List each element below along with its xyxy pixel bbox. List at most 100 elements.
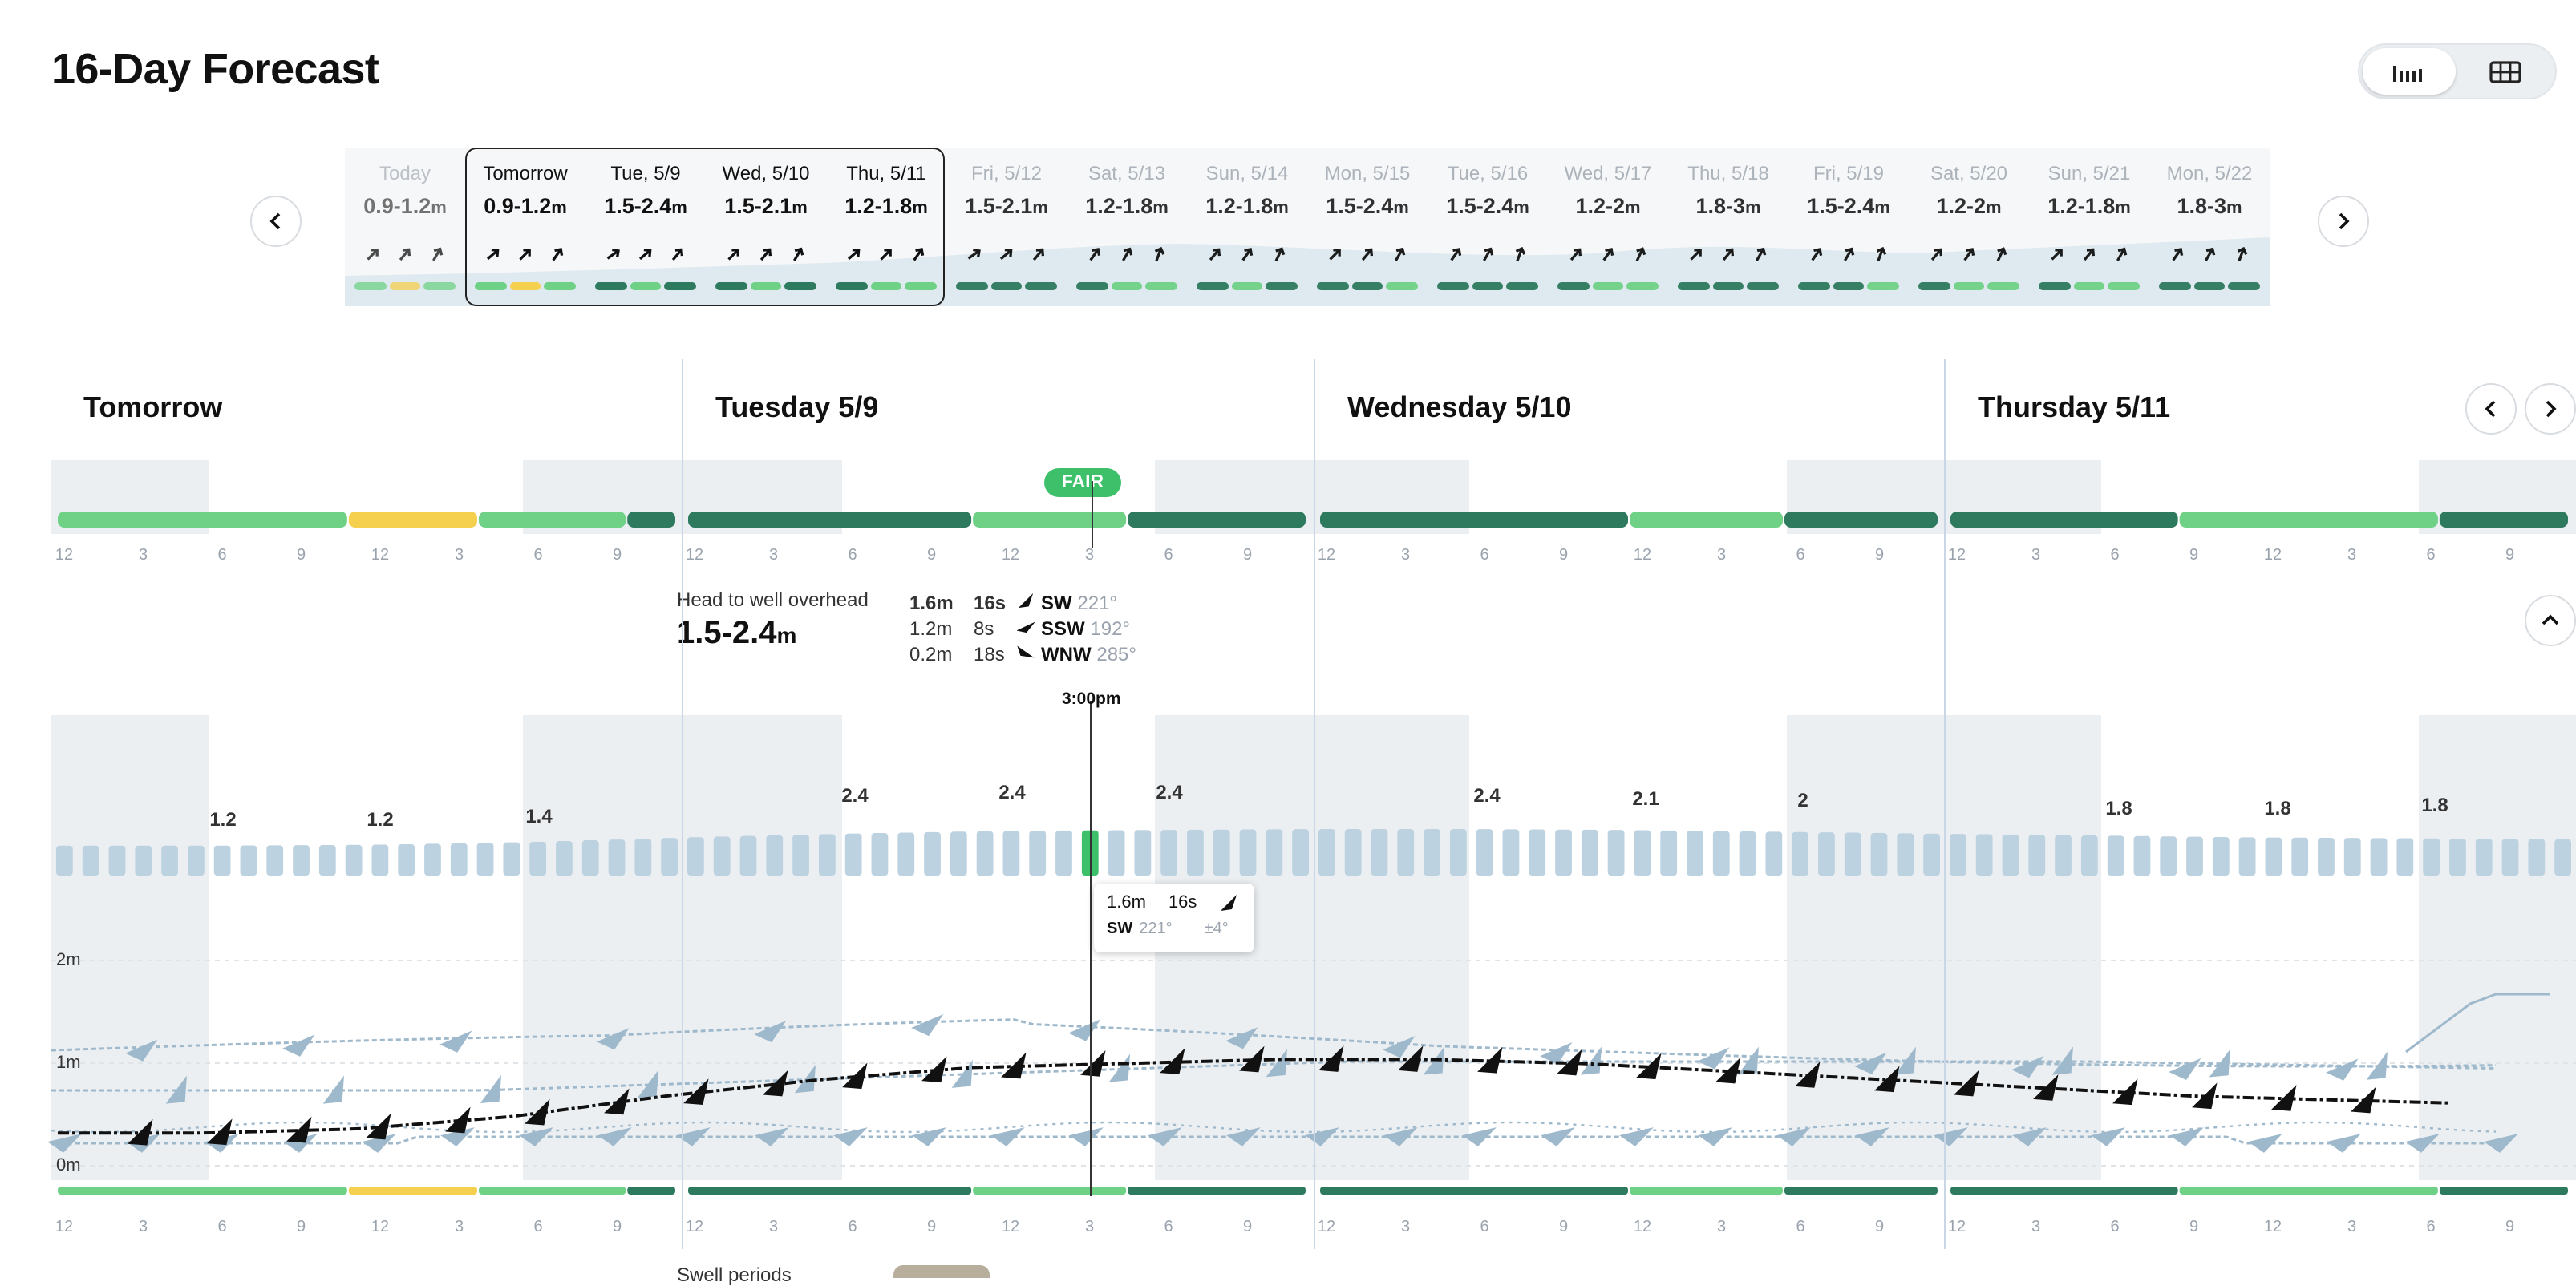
wave-height-bar[interactable] [1292,829,1309,876]
wave-height-bar[interactable] [2475,839,2493,876]
primary-swell-marker[interactable] [2190,1082,2220,1110]
collapse-button[interactable] [2525,595,2576,646]
wave-height-bar[interactable] [2343,838,2361,876]
day-card[interactable]: Thu, 5/18 1.8-3m [1668,148,1788,306]
day-card[interactable]: Fri, 5/12 1.5-2.1m [946,148,1067,306]
wave-height-bar[interactable] [2501,839,2519,876]
wave-height-bar[interactable] [1266,829,1283,876]
wave-height-bar[interactable] [950,831,967,876]
wave-height-bar[interactable] [213,845,231,876]
wave-height-bar[interactable] [581,840,599,876]
day-card[interactable]: Thu, 5/11 1.2-1.8m [826,148,946,306]
wave-height-bar[interactable] [1476,829,1493,876]
wave-height-bar[interactable] [503,842,520,876]
wave-height-bar[interactable] [2160,836,2177,876]
wave-height-bar[interactable] [2002,834,2019,876]
primary-swell-marker[interactable] [1714,1057,1744,1086]
wave-height-bar[interactable] [2028,835,2046,876]
primary-swell-marker[interactable] [1237,1045,1267,1074]
table-view-button[interactable] [2459,48,2552,95]
wave-height-bar[interactable] [56,845,73,876]
primary-swell-marker[interactable] [1793,1062,1823,1090]
wave-height-bar[interactable] [871,833,889,876]
wave-height-bar[interactable] [2423,838,2440,876]
view-toggle[interactable] [2358,43,2557,99]
wave-height-bar[interactable] [187,845,205,876]
wave-height-bar[interactable] [2080,835,2098,876]
wave-height-bar[interactable] [2291,837,2309,876]
wave-height-bar[interactable] [2449,838,2466,876]
wave-height-bar[interactable] [1160,830,1178,876]
day-card[interactable]: Tue, 5/9 1.5-2.4m [585,148,706,306]
primary-swell-marker[interactable] [2111,1078,2141,1106]
wave-height-bar[interactable] [529,841,547,876]
day-card[interactable]: Fri, 5/19 1.5-2.4m [1788,148,1909,306]
primary-swell-marker[interactable] [1317,1045,1347,1074]
primary-swell-marker[interactable] [682,1078,711,1106]
wave-height-bar[interactable] [1950,834,1966,876]
primary-swell-marker[interactable] [1873,1066,1902,1094]
wave-height-bar[interactable] [1029,831,1047,876]
day-card[interactable]: Today 0.9-1.2m [345,148,465,306]
wave-height-bar[interactable] [2318,837,2335,876]
wave-height-bar[interactable] [1792,831,1809,876]
wave-height-bar[interactable] [1739,831,1756,876]
wave-height-bar[interactable] [2554,839,2571,876]
primary-swell-marker[interactable] [1634,1053,1664,1081]
wave-height-bar[interactable] [634,839,652,876]
wave-height-bar[interactable] [450,843,468,876]
wave-height-bar[interactable] [318,844,336,876]
wave-height-bar[interactable] [2186,836,2203,876]
wave-height-bar[interactable] [608,839,626,876]
primary-swell-marker[interactable] [761,1070,791,1098]
wave-height-bar[interactable] [476,843,494,876]
wave-height-bar[interactable] [1581,829,1598,876]
wave-height-bar[interactable] [240,845,257,876]
primary-swell-marker[interactable] [840,1062,870,1090]
days-next-button[interactable] [2318,196,2369,247]
chart-view-button[interactable] [2363,48,2456,95]
primary-swell-marker[interactable] [126,1118,156,1147]
primary-swell-marker[interactable] [444,1106,473,1135]
wave-height-bar[interactable] [1923,833,1940,876]
wave-height-bar[interactable] [687,837,704,876]
wave-height-bar[interactable] [924,831,941,876]
wave-height-bar[interactable] [1634,830,1651,876]
days-prev-button[interactable] [250,196,302,247]
day-card[interactable]: Wed, 5/10 1.5-2.1m [706,148,826,306]
wave-height-bar[interactable] [1870,832,1888,876]
day-card[interactable]: Mon, 5/15 1.5-2.4m [1307,148,1428,306]
wave-height-bar[interactable] [135,845,152,876]
detail-prev-button[interactable] [2465,383,2517,435]
primary-swell-marker[interactable] [1555,1049,1585,1078]
primary-swell-marker[interactable] [2031,1074,2061,1102]
wave-height-bar[interactable] [1897,833,1914,876]
wave-height-bar[interactable] [2133,835,2151,876]
primary-swell-marker[interactable] [1396,1045,1426,1074]
wave-height-bar[interactable] [739,835,757,876]
wave-height-bar[interactable] [1213,829,1230,876]
wave-height-bar[interactable] [1187,829,1204,876]
wave-height-bar[interactable] [1712,831,1730,876]
wave-height-bar[interactable] [161,845,178,876]
wave-height-bar[interactable] [1529,829,1546,876]
primary-swell-marker[interactable] [1476,1046,1505,1075]
wave-height-bar[interactable] [1424,829,1440,876]
wave-height-bar[interactable] [1449,829,1467,876]
primary-swell-marker[interactable] [2270,1085,2299,1113]
primary-swell-marker[interactable] [285,1116,314,1145]
wave-height-bar[interactable] [371,844,389,876]
wave-height-bar[interactable] [2528,839,2546,876]
primary-swell-marker[interactable] [205,1118,235,1146]
primary-swell-marker[interactable] [1158,1048,1188,1076]
wave-height-bar[interactable] [766,835,784,876]
primary-swell-marker[interactable] [1079,1049,1108,1078]
wave-height-bar[interactable] [1555,829,1572,876]
day-card[interactable]: Sun, 5/14 1.2-1.8m [1187,148,1307,306]
day-card[interactable]: Tomorrow 0.9-1.2m [465,148,585,306]
wave-height-bar[interactable] [1344,829,1362,876]
wave-height-bar[interactable] [2107,835,2124,876]
detail-next-button[interactable] [2525,383,2576,435]
day-card[interactable]: Sat, 5/13 1.2-1.8m [1067,148,1187,306]
wave-height-bar[interactable] [1844,832,1861,876]
